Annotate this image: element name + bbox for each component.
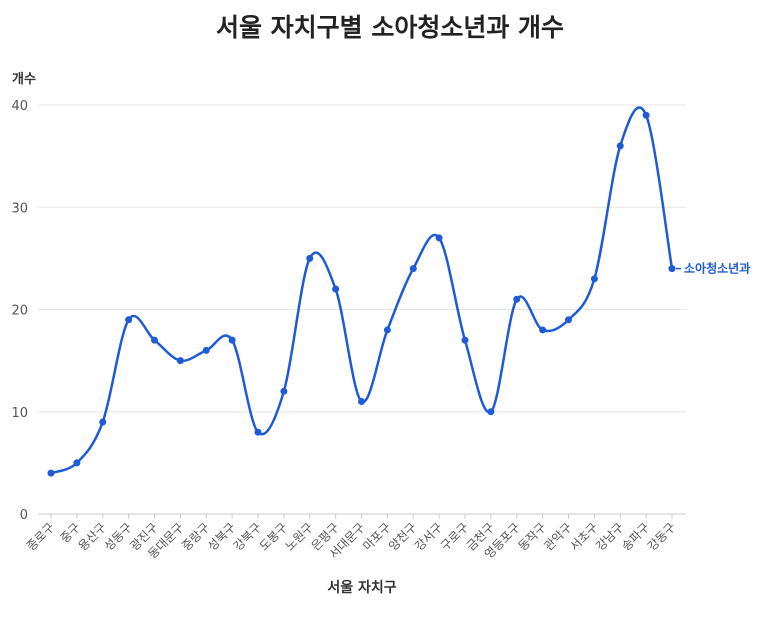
x-tick-label: 구로구 bbox=[438, 520, 471, 553]
x-tick-label: 동작구 bbox=[515, 520, 548, 553]
data-point bbox=[228, 336, 236, 344]
data-point bbox=[99, 418, 107, 426]
y-tick-label: 0 bbox=[20, 508, 28, 523]
x-tick-label: 성동구 bbox=[101, 520, 134, 553]
x-tick-label: 송파구 bbox=[619, 520, 652, 553]
data-point bbox=[306, 254, 314, 262]
data-point bbox=[590, 275, 598, 283]
y-tick-label: 10 bbox=[11, 406, 28, 421]
y-tick-label: 40 bbox=[11, 99, 28, 114]
data-point bbox=[642, 111, 650, 119]
data-point bbox=[47, 469, 55, 477]
data-point bbox=[358, 398, 365, 406]
x-axis-label: 서울 자치구 bbox=[327, 579, 396, 596]
data-point bbox=[409, 265, 417, 273]
data-point bbox=[668, 265, 676, 273]
chart-title: 서울 자치구별 소아청소년과 개수 bbox=[216, 13, 564, 42]
data-point bbox=[151, 336, 158, 344]
data-point bbox=[487, 408, 495, 416]
data-point bbox=[616, 142, 624, 150]
data-point bbox=[565, 316, 572, 324]
data-point bbox=[513, 295, 521, 303]
data-point bbox=[280, 387, 288, 395]
data-point bbox=[383, 326, 391, 334]
x-tick-label: 성북구 bbox=[205, 520, 238, 553]
y-axis-label: 개수 bbox=[12, 72, 36, 87]
data-point bbox=[254, 428, 262, 436]
x-tick-label: 마포구 bbox=[360, 520, 393, 553]
x-axis-ticks: 종로구 중구용산구성동구광진구동대문구중랑구성북구강북구도봉구노원구은평구서대문구… bbox=[24, 514, 678, 561]
series-layer: 소아청소년과 bbox=[47, 106, 750, 477]
data-point bbox=[461, 336, 469, 344]
x-tick-label: 양천구 bbox=[385, 520, 419, 554]
x-tick-label: 종로구 bbox=[24, 520, 57, 553]
gridlines bbox=[38, 104, 686, 515]
x-tick-label: 용산구 bbox=[76, 520, 109, 553]
data-point bbox=[176, 357, 184, 365]
data-point bbox=[332, 285, 340, 293]
series-label: 소아청소년과 bbox=[684, 261, 750, 276]
x-tick-label: 서초구 bbox=[567, 520, 600, 553]
data-point bbox=[73, 459, 81, 467]
series-line bbox=[50, 106, 674, 475]
data-point bbox=[435, 234, 443, 242]
x-tick-label: 도봉구 bbox=[257, 520, 290, 553]
x-tick-label: 강남구 bbox=[593, 520, 626, 553]
x-tick-label: 노원구 bbox=[283, 520, 316, 553]
x-tick-label: 강서구 bbox=[412, 520, 445, 553]
y-tick-label: 30 bbox=[11, 201, 28, 216]
x-tick-label: 중랑구 bbox=[179, 520, 212, 553]
x-tick-label: 강동구 bbox=[645, 520, 678, 553]
y-axis-ticks: 0 10 20 30 40 bbox=[11, 99, 28, 523]
x-tick-label: 관악구 bbox=[541, 520, 574, 553]
data-point bbox=[539, 326, 547, 334]
x-tick-label: 강북구 bbox=[231, 520, 264, 553]
data-point bbox=[125, 316, 133, 324]
data-point bbox=[202, 346, 210, 354]
y-tick-label: 20 bbox=[11, 304, 28, 319]
